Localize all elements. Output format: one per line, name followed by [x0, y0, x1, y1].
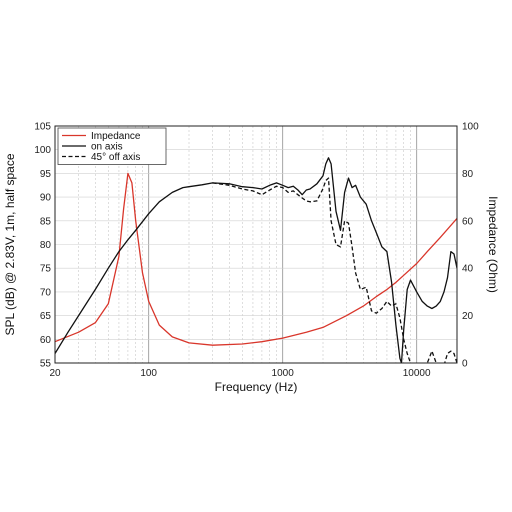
- series-line-impedance: [55, 172, 457, 346]
- y-left-tick-label: 80: [40, 240, 52, 251]
- x-tick-label: 10000: [403, 368, 431, 379]
- y-left-tick-label: 90: [40, 193, 52, 204]
- x-tick-label: 100: [140, 368, 157, 379]
- y-left-tick-label: 95: [40, 169, 52, 180]
- y-right-tick-label: 20: [462, 311, 474, 322]
- y-left-tick-label: 65: [40, 311, 52, 322]
- y-right-tick-label: 0: [462, 359, 468, 370]
- series-line-on-axis: [55, 157, 457, 363]
- legend-label: 45° off axis: [91, 152, 140, 163]
- y-axis-left-title: SPL (dB) @ 2.83V, 1m, half space: [3, 153, 17, 335]
- y-left-tick-label: 85: [40, 216, 52, 227]
- y-right-tick-label: 60: [462, 216, 474, 227]
- y-left-tick-label: 55: [40, 359, 52, 370]
- legend-label: on axis: [91, 142, 123, 153]
- legend-box: [57, 127, 167, 165]
- tick-labels: 20 100 1000 10000 55 60 65 70 75 80 85 90 95 100 105 0 2…: [34, 122, 479, 380]
- x-tick-label: 20: [49, 368, 61, 379]
- series-line-45-off-axis: [212, 177, 457, 363]
- y-right-tick-label: 100: [462, 122, 479, 133]
- y-left-tick-label: 75: [40, 264, 52, 275]
- y-right-tick-label: 80: [462, 169, 474, 180]
- y-left-tick-label: 105: [34, 122, 51, 133]
- y-left-tick-label: 60: [40, 335, 52, 346]
- y-axis-right-title: Impedance (Ohm): [486, 196, 500, 293]
- y-left-tick-label: 70: [40, 287, 52, 298]
- series-layer: [55, 157, 457, 363]
- x-axis-title: Frequency (Hz): [215, 380, 298, 394]
- y-left-tick-label: 100: [34, 145, 51, 156]
- y-right-tick-label: 40: [462, 264, 474, 275]
- legend-label: Impedance: [91, 131, 141, 142]
- plot-frame: [54, 125, 458, 364]
- x-tick-label: 1000: [272, 368, 295, 379]
